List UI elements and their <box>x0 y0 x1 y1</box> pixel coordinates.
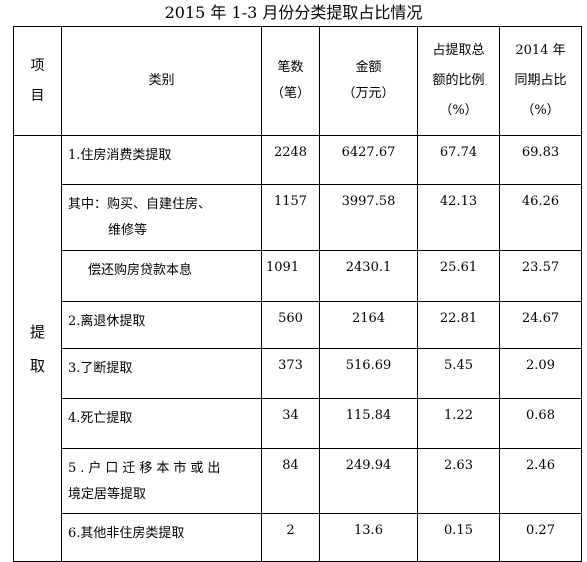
header-prev-line2: 同期占比 <box>514 73 567 88</box>
amount-cell: 115.84 <box>319 398 418 449</box>
table-row: 其中：购买、自建住房、 维修等 1157 3997.58 42.13 46.26 <box>14 184 582 251</box>
side-label-line1: 提 <box>29 322 45 341</box>
header-ratio-line3: （%） <box>439 103 478 118</box>
category-cell: 2.离退休提取 <box>61 301 262 349</box>
table-row: 4.死亡提取 34 115.84 1.22 0.68 <box>14 398 582 449</box>
header-prev-line3: （%） <box>521 103 560 118</box>
table-row: 提 取 1.住房消费类提取 2248 6427.67 67.74 69.83 <box>13 135 582 562</box>
header-ratio: 占提取总 额的比例 （%） <box>417 26 500 136</box>
table-row: 3.了断提取 373 516.69 5.45 2.09 <box>14 348 582 399</box>
amount-cell: 2430.1 <box>319 250 418 302</box>
side-label-line2: 取 <box>29 356 45 375</box>
category-line2: 维修等 <box>108 223 148 238</box>
table-row: 偿还购房贷款本息 1091 2430.1 25.61 23.57 <box>14 250 582 302</box>
prev-cell: 2.09 <box>499 348 582 399</box>
header-prev-line1: 2014 年 <box>515 43 566 58</box>
header-prev-year: 2014 年 同期占比 （%） <box>499 26 582 136</box>
prev-cell: 24.67 <box>499 301 582 349</box>
header-item-line2: 目 <box>30 88 45 104</box>
header-row: 项 目 类别 笔数 （笔） 金额 （万元） 占提取总 额的比例 （%） 2014… <box>13 26 582 136</box>
header-item: 项 目 <box>13 26 62 136</box>
amount-cell: 13.6 <box>319 513 418 562</box>
header-ratio-line2: 额的比例 <box>432 73 485 88</box>
table-row: 5.户口迁移本市或出 境定居等提取 84 249.94 2.63 2.46 <box>14 448 582 514</box>
category-cell: 偿还购房贷款本息 <box>61 250 262 302</box>
amount-cell: 2164 <box>319 301 418 349</box>
count-cell: 1157 <box>261 184 320 251</box>
prev-cell: 69.83 <box>499 135 582 185</box>
side-label-withdrawal: 提 取 <box>13 135 62 562</box>
ratio-cell: 0.15 <box>417 513 500 562</box>
category-line1: 其中：购买、自建住房、 <box>68 197 212 212</box>
category-cell: 5.户口迁移本市或出 境定居等提取 <box>61 448 262 514</box>
table-row: 2.离退休提取 560 2164 22.81 24.67 <box>14 301 582 349</box>
header-amount-line2: （万元） <box>342 86 395 101</box>
category-cell: 1.住房消费类提取 <box>61 135 262 185</box>
ratio-cell: 67.74 <box>417 135 500 185</box>
prev-cell: 0.27 <box>499 513 582 562</box>
count-cell: 2 <box>261 513 320 562</box>
count-cell: 2248 <box>261 135 320 185</box>
header-item-line1: 项 <box>30 58 45 74</box>
count-cell: 84 <box>261 448 320 514</box>
ratio-cell: 5.45 <box>417 348 500 399</box>
header-count-line1: 笔数 <box>277 60 304 75</box>
prev-cell: 2.46 <box>499 448 582 514</box>
header-category: 类别 <box>61 26 262 136</box>
amount-cell: 249.94 <box>319 448 418 514</box>
category-cell: 其中：购买、自建住房、 维修等 <box>61 184 262 251</box>
ratio-cell: 25.61 <box>417 250 500 302</box>
prev-cell: 46.26 <box>499 184 582 251</box>
ratio-cell: 2.63 <box>417 448 500 514</box>
category-line2: 境定居等提取 <box>68 487 147 502</box>
category-cell: 3.了断提取 <box>61 348 262 399</box>
amount-cell: 6427.67 <box>319 135 418 185</box>
table-row: 6.其他非住房类提取 2 13.6 0.15 0.27 <box>14 513 582 562</box>
ratio-cell: 22.81 <box>417 301 500 349</box>
prev-cell: 0.68 <box>499 398 582 449</box>
withdrawal-table: 项 目 类别 笔数 （笔） 金额 （万元） 占提取总 额的比例 （%） 2014… <box>13 26 582 562</box>
header-count: 笔数 （笔） <box>261 26 320 136</box>
amount-cell: 3997.58 <box>319 184 418 251</box>
count-cell: 1091 <box>261 250 320 302</box>
prev-cell: 23.57 <box>499 250 582 302</box>
table-title: 2015 年 1-3 月份分类提取占比情况 <box>164 3 423 22</box>
header-amount: 金额 （万元） <box>319 26 418 136</box>
header-count-line2: （笔） <box>270 86 310 101</box>
ratio-cell: 1.22 <box>417 398 500 449</box>
count-cell: 373 <box>261 348 320 399</box>
category-cell: 4.死亡提取 <box>61 398 262 449</box>
count-cell: 34 <box>261 398 320 449</box>
count-cell: 560 <box>261 301 320 349</box>
header-amount-line1: 金额 <box>355 60 382 75</box>
ratio-cell: 42.13 <box>417 184 500 251</box>
category-cell: 6.其他非住房类提取 <box>61 513 262 562</box>
header-ratio-line1: 占提取总 <box>432 43 485 58</box>
amount-cell: 516.69 <box>319 348 418 399</box>
category-line1: 5.户口迁移本市或出 <box>68 461 225 476</box>
